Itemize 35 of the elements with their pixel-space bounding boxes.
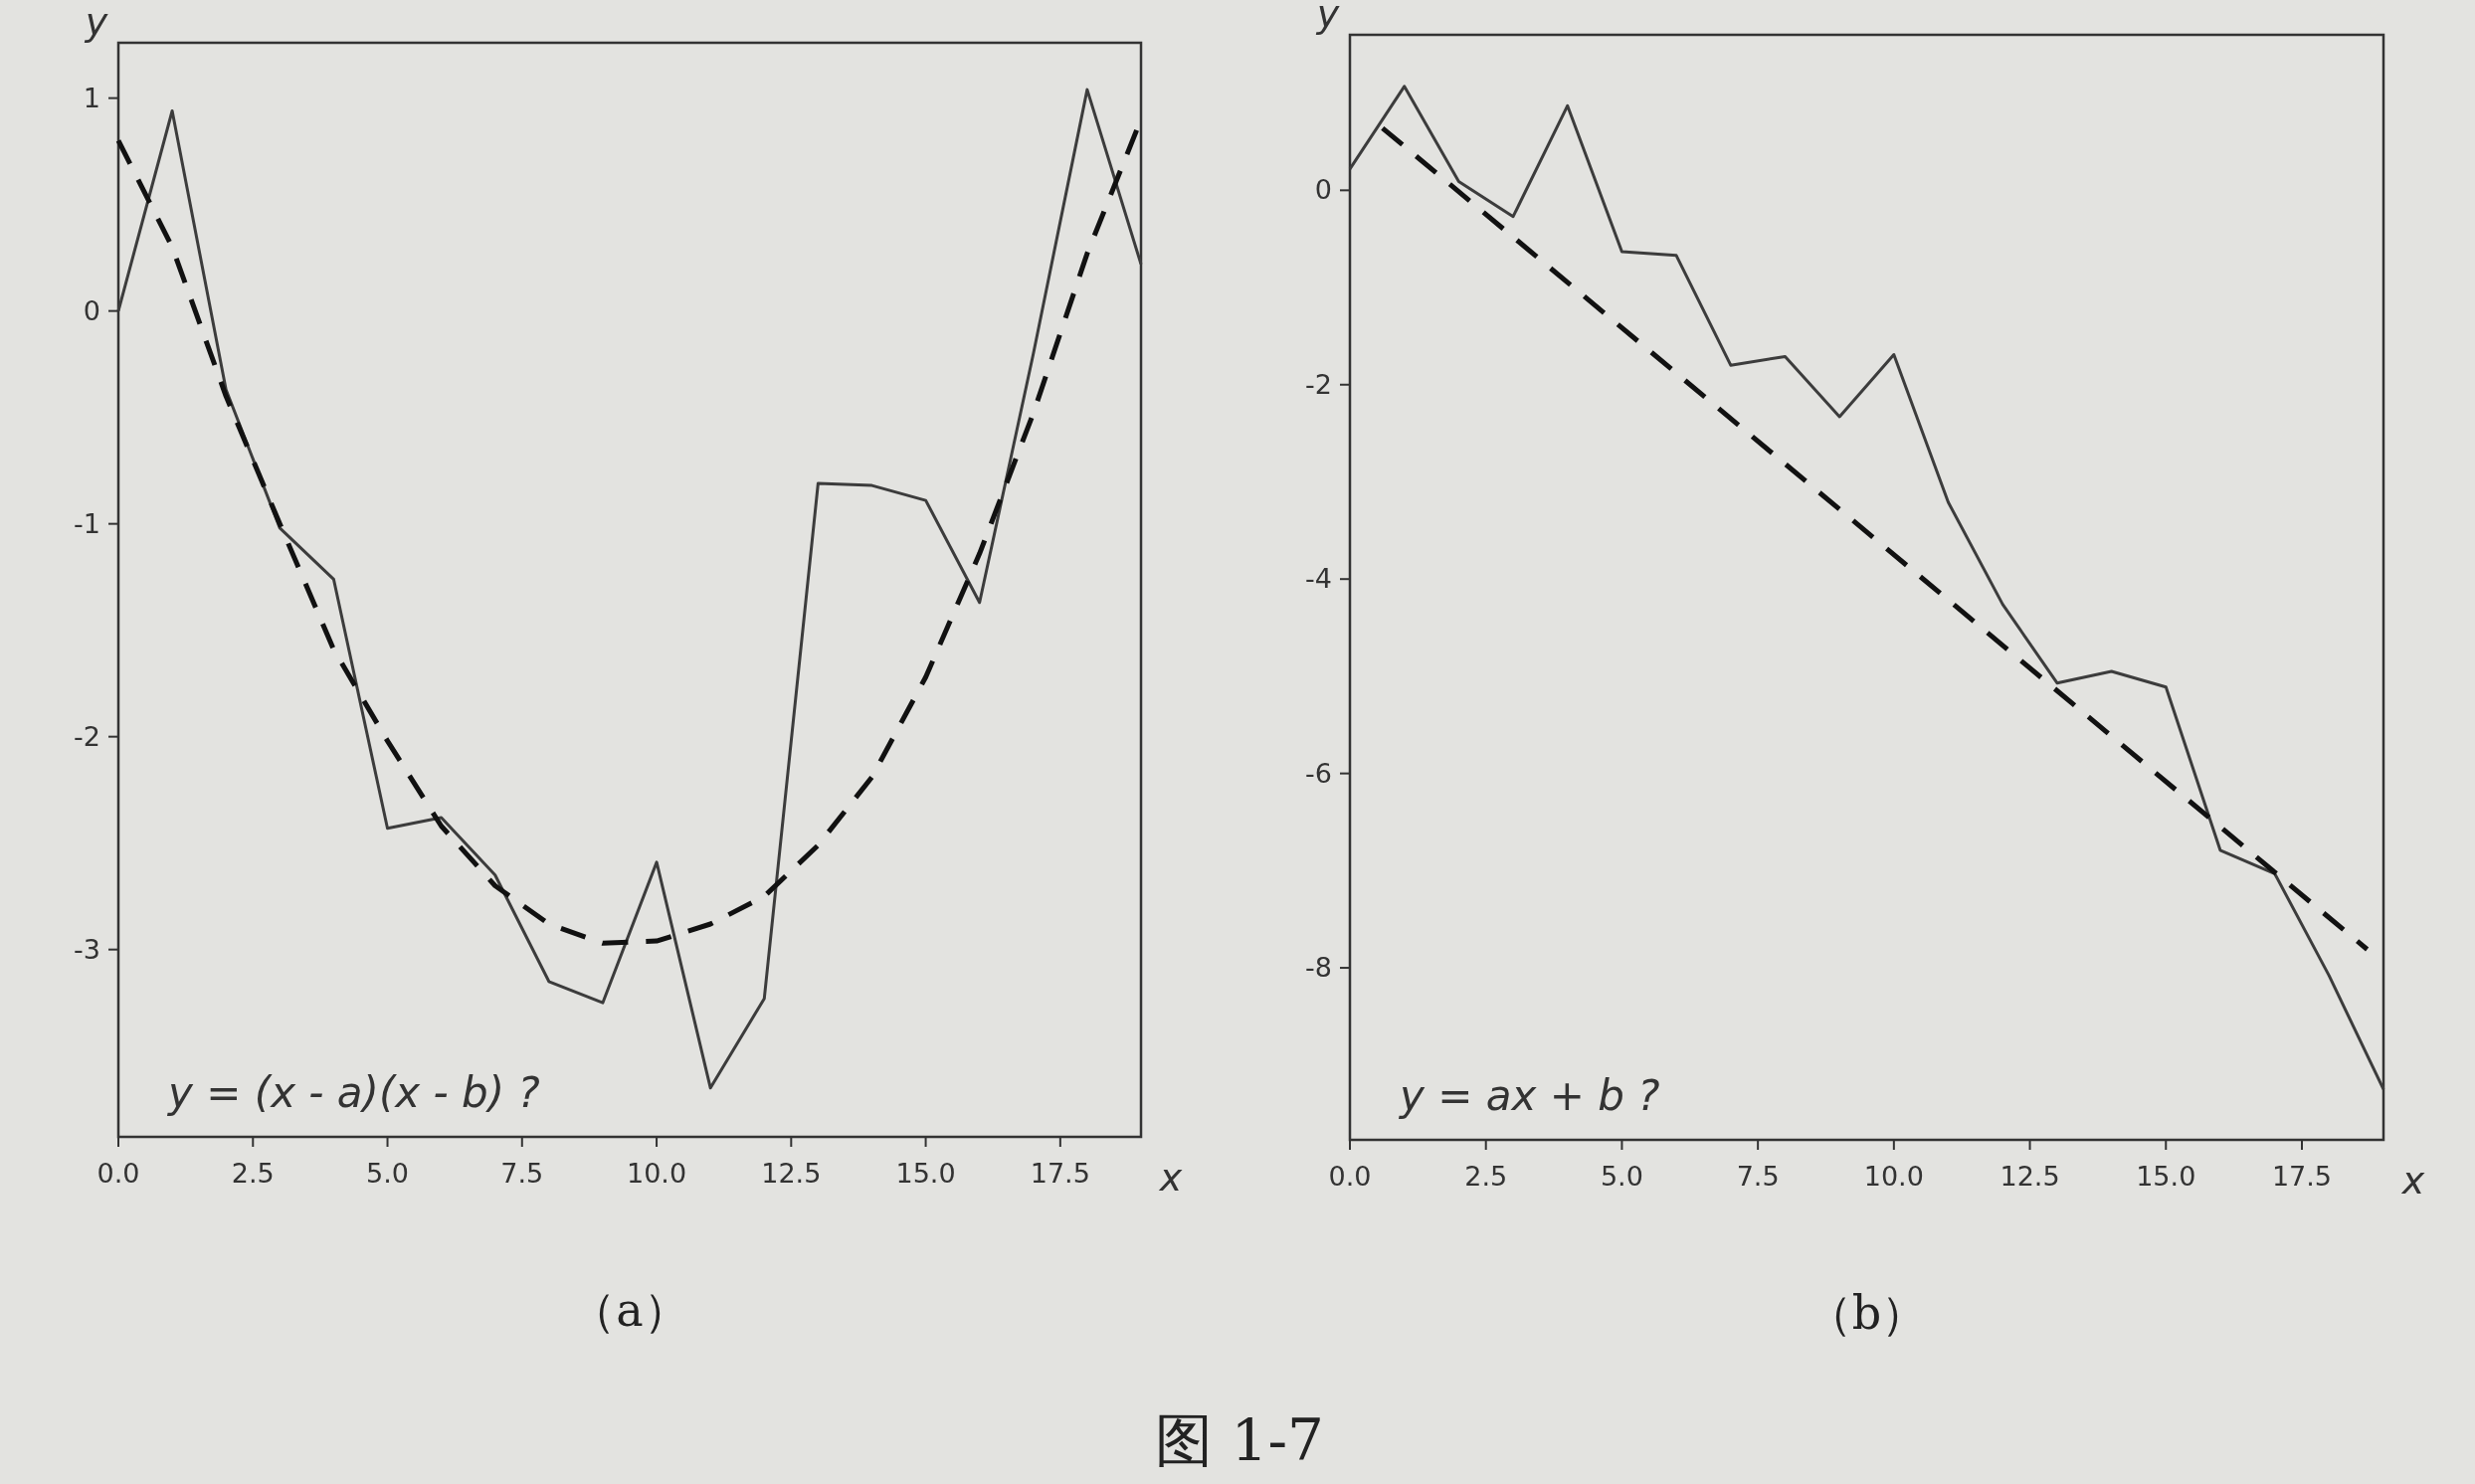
y-tick-label: -8 [1305,952,1332,984]
text: （a） [570,1283,689,1337]
y-tick-label: 0 [83,294,100,326]
y-tick-label: -2 [74,720,100,752]
y-tick-label: 0 [1314,174,1332,206]
x-tick-label: 15.0 [2136,1161,2196,1192]
y-tick-label: -2 [1305,368,1332,400]
y-tick-label: -6 [1305,757,1332,789]
x-tick-label: 15.0 [895,1158,956,1189]
x-tick-label: 7.5 [500,1158,544,1189]
y-tick-label: -1 [74,507,100,539]
x-tick-label: 10.0 [1863,1161,1924,1192]
x-tick-label: 2.5 [231,1158,275,1189]
x-tick-label: 0.0 [1328,1161,1372,1192]
x-tick-label: 17.5 [1030,1158,1090,1189]
y-tick-label: -4 [1305,563,1332,595]
caption: 图 1-7 [1155,1406,1324,1474]
x-tick-label: 2.5 [1464,1161,1508,1192]
x-tick-label: 12.5 [761,1158,822,1189]
x-tick-label: 0.0 [96,1158,140,1189]
x-tick-label: 7.5 [1736,1161,1780,1192]
x-axis-title: x [1158,1156,1183,1200]
y-axis-title: y [1315,0,1340,36]
x-tick-label: 10.0 [626,1158,687,1189]
x-tick-label: 5.0 [366,1158,409,1189]
y-tick-label: 1 [83,82,100,113]
x-tick-label: 5.0 [1600,1161,1643,1192]
annotation: y = ax + b ? [1398,1071,1660,1120]
x-axis-title: x [2400,1159,2425,1203]
text: （b） [1806,1286,1928,1340]
x-tick-label: 17.5 [2271,1161,2333,1192]
y-tick-label: -3 [74,933,100,965]
y-axis-title: y [84,0,108,44]
x-tick-label: 12.5 [1999,1161,2060,1192]
annotation: y = (x - a)(x - b) ? [166,1068,540,1117]
